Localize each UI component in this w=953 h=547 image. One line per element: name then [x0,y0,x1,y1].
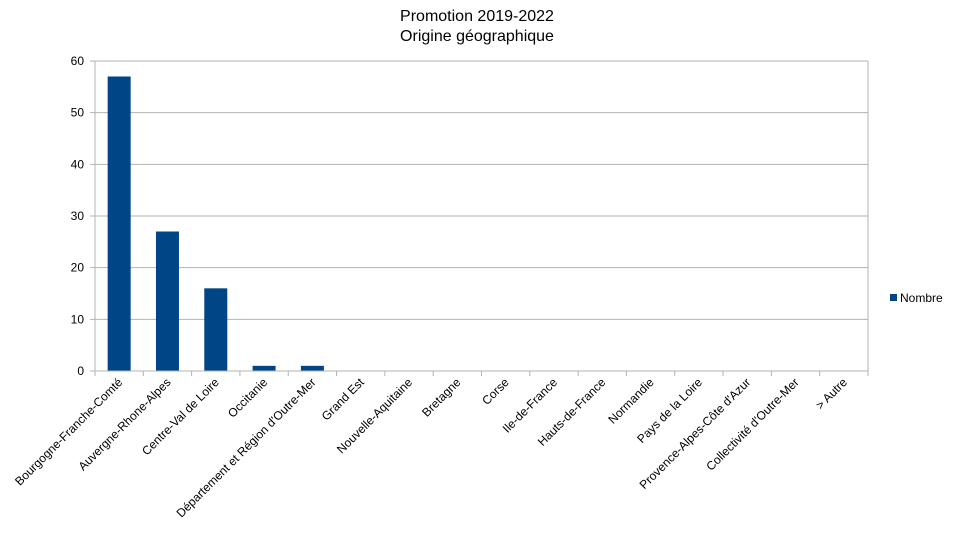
x-tick-label: Normandie [605,375,657,427]
chart-subtitle: Origine géographique [400,28,554,45]
y-tick-label: 20 [71,261,85,275]
x-tick-label: > Autre [813,375,850,412]
plot-area: 0102030405060Bourgogne-Franche-ComtéAuve… [12,54,869,520]
legend-label-nombre: Nombre [900,291,943,305]
x-tick-label: Collectivité d'Outre-Mer [703,375,801,473]
legend: Nombre [890,291,943,305]
x-tick-label: Bretagne [419,375,464,420]
x-tick-label: Corse [479,375,512,408]
y-tick-label: 60 [71,54,85,68]
y-tick-label: 30 [71,209,85,223]
y-tick-label: 50 [71,106,85,120]
chart-title: Promotion 2019-2022 [400,8,554,25]
y-tick-label: 40 [71,157,85,171]
x-tick-label: Grand Est [319,375,368,424]
x-tick-label: Auvergne-Rhone-Alpes [75,375,173,473]
bar-4 [300,365,324,371]
bar-3 [252,365,276,371]
bar-1 [155,231,179,371]
y-tick-label: 10 [71,312,85,326]
y-tick-label: 0 [77,364,84,378]
bar-2 [204,288,228,371]
x-tick-label: Occitanie [225,375,271,421]
legend-swatch-nombre [890,294,897,301]
bar-0 [107,76,131,371]
